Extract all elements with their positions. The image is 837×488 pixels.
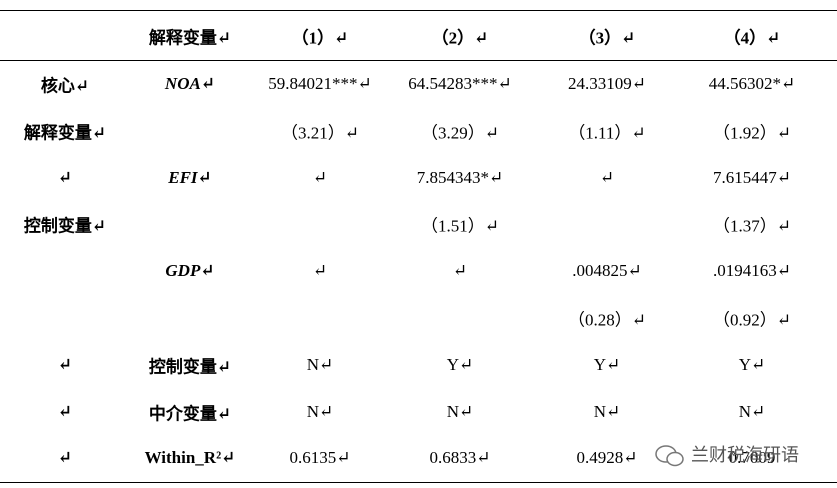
table-cell: （1.37）↵ <box>713 216 791 236</box>
table-cell: （1.11）↵ <box>568 123 646 143</box>
table-cell: GDP↵ <box>165 261 215 281</box>
table-cell: 7.854343*↵ <box>416 167 504 187</box>
table-cell: 59.84021***↵ <box>268 74 372 93</box>
bottom-rule <box>0 482 837 483</box>
table-cell: 解释变量↵ <box>148 28 232 48</box>
table-cell: （1.92）↵ <box>713 123 791 143</box>
table-cell: 核心↵ <box>40 76 90 96</box>
table-cell: N↵ <box>446 401 474 421</box>
table-cell: ↵ <box>57 401 73 421</box>
table-cell: （1）↵ <box>291 28 349 48</box>
table-cell: N↵ <box>738 401 766 421</box>
table-cell: ↵ <box>57 354 73 374</box>
watermark: 兰财税海研语 <box>655 441 799 468</box>
table-cell: NOA↵ <box>164 74 216 93</box>
table-cell: 44.56302*↵ <box>708 74 796 93</box>
table-cell: N↵ <box>306 401 334 421</box>
table-cell: （0.28）↵ <box>568 310 646 330</box>
table-cell: .004825↵ <box>572 261 642 281</box>
table-cell: ↵ <box>599 167 615 187</box>
wechat-icon <box>655 445 684 467</box>
watermark-text: 兰财税海研语 <box>691 445 799 466</box>
table-cell: 0.6833↵ <box>429 448 491 468</box>
table-cell: 中介变量↵ <box>148 404 232 424</box>
header-rule <box>0 60 837 61</box>
table-cell: （3.29）↵ <box>421 123 499 143</box>
table-cell: N↵ <box>593 401 621 421</box>
table-cell: 控制变量↵ <box>23 216 107 236</box>
table-cell: ↵ <box>312 167 328 187</box>
table-cell: 控制变量↵ <box>148 357 232 377</box>
table-cell: N↵ <box>306 354 334 374</box>
table-cell: 0.7009 <box>728 448 776 468</box>
table-cell: ↵ <box>312 261 328 281</box>
table-cell: 7.615447↵ <box>713 167 791 187</box>
table-cell: ↵ <box>57 167 73 187</box>
table-cell: 0.4928↵ <box>576 448 638 468</box>
table-cell: （3.21）↵ <box>281 123 359 143</box>
table-cell: Y↵ <box>738 354 766 374</box>
table-cell: （3）↵ <box>578 28 636 48</box>
table-cell: 解释变量↵ <box>23 123 107 143</box>
table-cell: EFI↵ <box>168 167 212 187</box>
table-cell: .0194163↵ <box>713 261 791 281</box>
table-cell: Within_R²↵ <box>144 448 236 468</box>
table-cell: Y↵ <box>593 354 621 374</box>
table-cell: 0.6135↵ <box>289 448 351 468</box>
table-cell: （4）↵ <box>723 28 781 48</box>
table-cell: ↵ <box>452 261 468 281</box>
table-cell: Y↵ <box>446 354 474 374</box>
table-cell: （0.92）↵ <box>713 310 791 330</box>
top-rule <box>0 10 837 11</box>
table-cell: 24.33109↵ <box>568 74 646 93</box>
table-cell: ↵ <box>57 448 73 468</box>
table-cell: 64.54283***↵ <box>408 74 512 93</box>
table-cell: （1.51）↵ <box>421 216 499 236</box>
table-cell: （2）↵ <box>431 28 489 48</box>
